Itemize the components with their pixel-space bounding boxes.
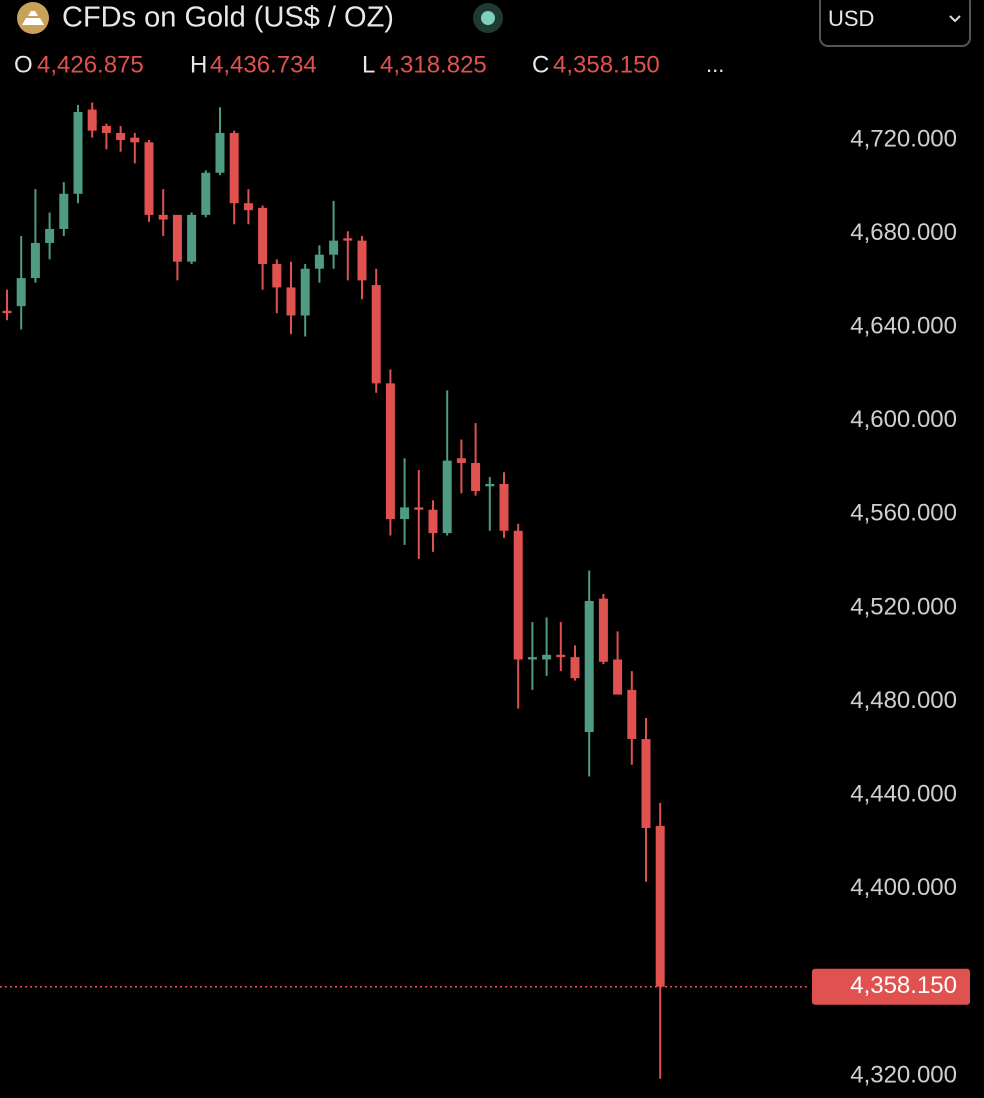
candle-body	[598, 598, 608, 662]
candle-body	[243, 203, 253, 211]
candle-body	[73, 111, 83, 194]
candle-body	[385, 383, 395, 520]
y-tick-label: 4,520.000	[850, 593, 957, 620]
candle-body	[527, 657, 537, 660]
candle-body	[343, 238, 353, 241]
candle-body	[2, 310, 12, 314]
candle-body	[329, 240, 339, 255]
candle-body	[314, 254, 324, 269]
candle-body	[499, 483, 509, 531]
last-price-label: 4,358.150	[850, 972, 957, 999]
candle-body	[87, 109, 97, 131]
candle-body	[570, 657, 580, 679]
ohlc-value: 4,436.734	[210, 51, 317, 78]
chart-title: CFDs on Gold (US$ / OZ)	[62, 2, 394, 34]
candle-body	[371, 285, 381, 384]
y-tick-label: 4,680.000	[850, 219, 957, 246]
currency-label[interactable]: USD	[828, 6, 874, 31]
y-tick-label: 4,480.000	[850, 687, 957, 714]
candle-body	[556, 654, 566, 658]
candle-body	[101, 125, 111, 133]
candle-body	[187, 214, 197, 262]
candle-body	[158, 214, 168, 220]
candle-body	[45, 228, 55, 243]
candle-body	[130, 137, 140, 143]
y-tick-label: 4,720.000	[850, 125, 957, 152]
candle-body	[400, 507, 410, 520]
y-tick-label: 4,320.000	[850, 1061, 957, 1088]
candle-body	[30, 242, 40, 279]
y-tick-label: 4,560.000	[850, 500, 957, 527]
candle-body	[485, 483, 495, 487]
candle-body	[201, 172, 211, 215]
ohlc-key: H	[190, 51, 207, 78]
candle-body	[442, 460, 452, 534]
candle-body	[215, 132, 225, 173]
y-tick-label: 4,440.000	[850, 781, 957, 808]
candle-body	[655, 825, 665, 987]
candle-body	[357, 240, 367, 281]
plot-area	[2, 102, 665, 1079]
candle-body	[456, 458, 466, 463]
candle-body	[542, 654, 552, 660]
candle-body	[16, 278, 26, 307]
candle-body	[627, 689, 637, 740]
candle-body	[116, 132, 126, 140]
candle-body	[286, 287, 296, 316]
candle-body	[144, 142, 154, 215]
candle-body	[229, 132, 239, 204]
status-dot	[473, 3, 503, 33]
ohlc-key: L	[362, 51, 375, 78]
candle-body	[584, 600, 594, 733]
ohlc-key: C	[532, 51, 549, 78]
candle-body	[272, 264, 282, 288]
candle-body	[513, 530, 523, 660]
currency-select[interactable]: USD	[819, 0, 971, 47]
candle-body	[471, 462, 481, 491]
y-tick-label: 4,640.000	[850, 313, 957, 340]
candle-body	[300, 268, 310, 316]
menu-more[interactable]: ...	[706, 52, 724, 77]
ohlc-value: 4,426.875	[37, 51, 144, 78]
ohlc-value: 4,318.825	[380, 51, 487, 78]
y-tick-label: 4,600.000	[850, 406, 957, 433]
ohlc-key: O	[14, 51, 33, 78]
candle-body	[613, 659, 623, 695]
candle-body	[258, 207, 268, 265]
symbol-icon	[17, 2, 49, 34]
y-tick-label: 4,400.000	[850, 874, 957, 901]
last-price-badge	[812, 968, 970, 1005]
candle-body	[59, 193, 69, 229]
candle-body	[428, 509, 438, 534]
candle-body	[641, 739, 651, 828]
ohlc-value: 4,358.150	[553, 51, 660, 78]
candle-body	[172, 214, 182, 262]
candle-body	[414, 507, 424, 510]
